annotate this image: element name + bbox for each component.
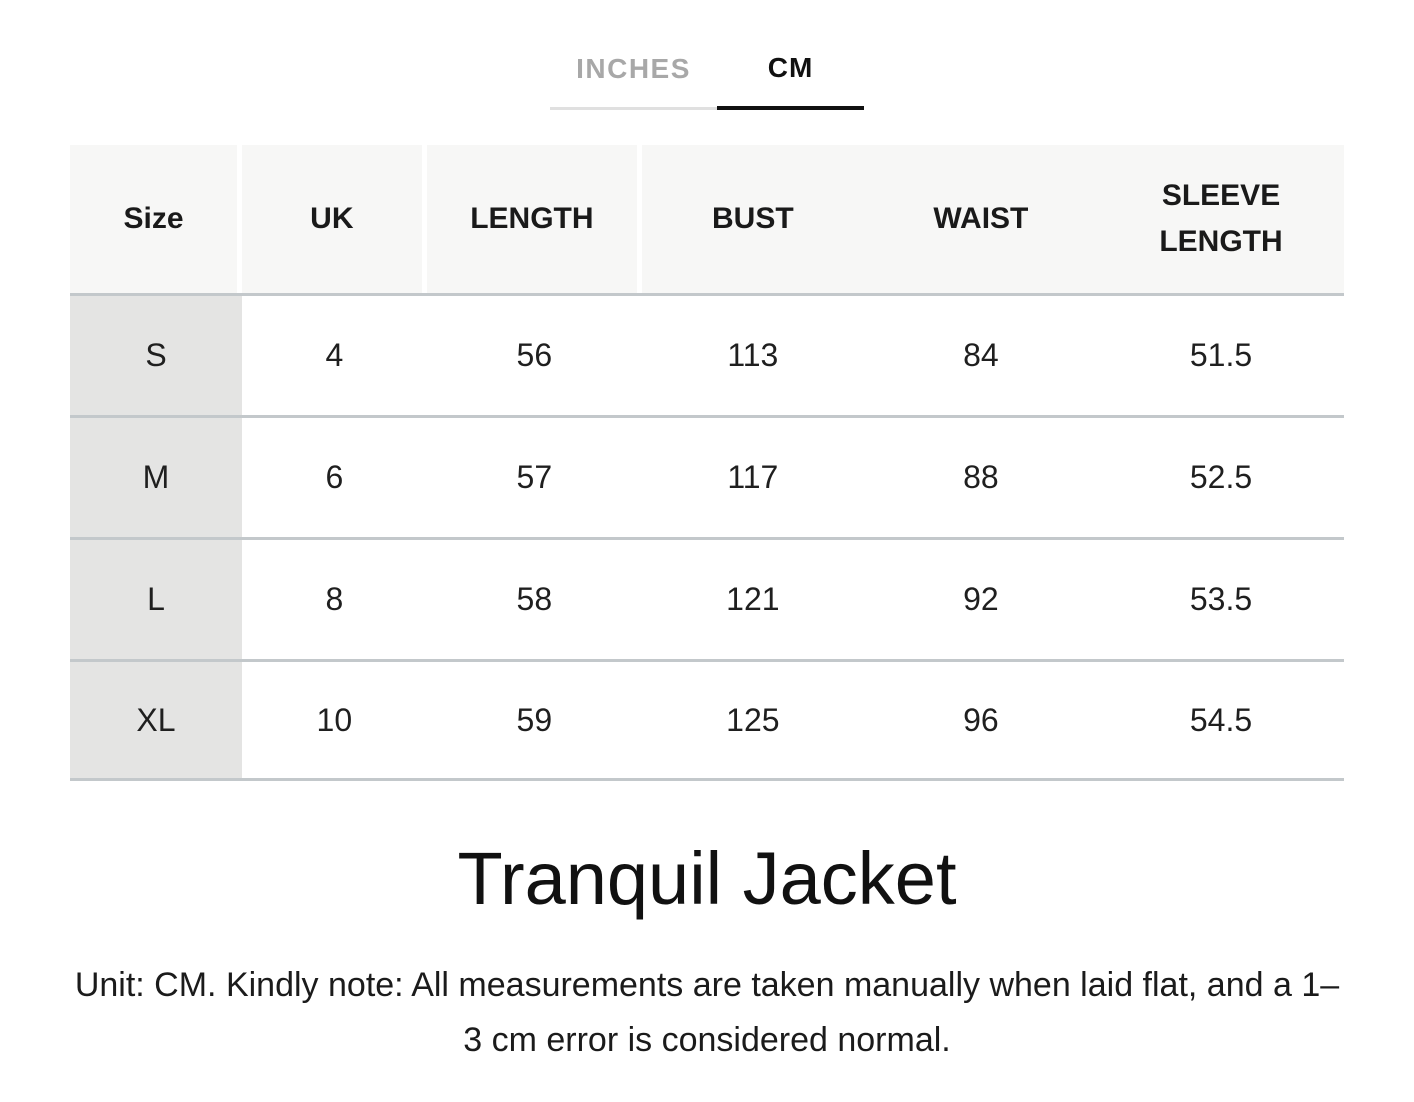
header-waist: WAIST: [863, 145, 1099, 293]
row-m-bust: 117: [642, 418, 864, 537]
row-l-size: L: [70, 540, 242, 659]
row-s-sleeve-length: 51.5: [1098, 296, 1344, 415]
table-row-s: S 4 56 113 84 51.5: [70, 293, 1344, 415]
row-xl-waist: 96: [863, 662, 1099, 778]
row-s-uk: 4: [241, 296, 427, 415]
table-row-m: M 6 57 117 88 52.5: [70, 415, 1344, 537]
row-xl-size: XL: [70, 662, 242, 778]
row-l-sleeve-length: 53.5: [1098, 540, 1344, 659]
tab-cm[interactable]: CM: [717, 52, 864, 110]
row-m-waist: 88: [863, 418, 1099, 537]
row-m-sleeve-length: 52.5: [1098, 418, 1344, 537]
table-row-l: L 8 58 121 92 53.5: [70, 537, 1344, 659]
row-l-waist: 92: [863, 540, 1099, 659]
table-row-xl: XL 10 59 125 96 54.5: [70, 659, 1344, 781]
product-title: Tranquil Jacket: [457, 837, 957, 920]
size-chart-table: Size UK LENGTH BUST WAIST SLEEVE LENGTH …: [70, 145, 1344, 781]
row-l-bust: 121: [642, 540, 864, 659]
row-xl-bust: 125: [642, 662, 864, 778]
row-s-length: 56: [426, 296, 642, 415]
header-bust: BUST: [642, 145, 864, 293]
row-m-size: M: [70, 418, 242, 537]
row-xl-uk: 10: [241, 662, 427, 778]
header-uk: UK: [241, 145, 427, 293]
row-s-waist: 84: [863, 296, 1099, 415]
measurement-note: Unit: CM. Kindly note: All measurements …: [74, 966, 1340, 1060]
header-length: LENGTH: [426, 145, 642, 293]
row-m-uk: 6: [241, 418, 427, 537]
row-s-bust: 113: [642, 296, 864, 415]
row-xl-length: 59: [426, 662, 642, 778]
unit-toggle: INCHES CM: [550, 52, 864, 110]
row-m-length: 57: [426, 418, 642, 537]
row-l-uk: 8: [241, 540, 427, 659]
row-s-size: S: [70, 296, 242, 415]
header-sleeve-length: SLEEVE LENGTH: [1098, 145, 1344, 293]
row-xl-sleeve-length: 54.5: [1098, 662, 1344, 778]
table-header-row: Size UK LENGTH BUST WAIST SLEEVE LENGTH: [70, 145, 1344, 293]
tab-inches[interactable]: INCHES: [550, 53, 717, 110]
header-size: Size: [70, 145, 242, 293]
row-l-length: 58: [426, 540, 642, 659]
